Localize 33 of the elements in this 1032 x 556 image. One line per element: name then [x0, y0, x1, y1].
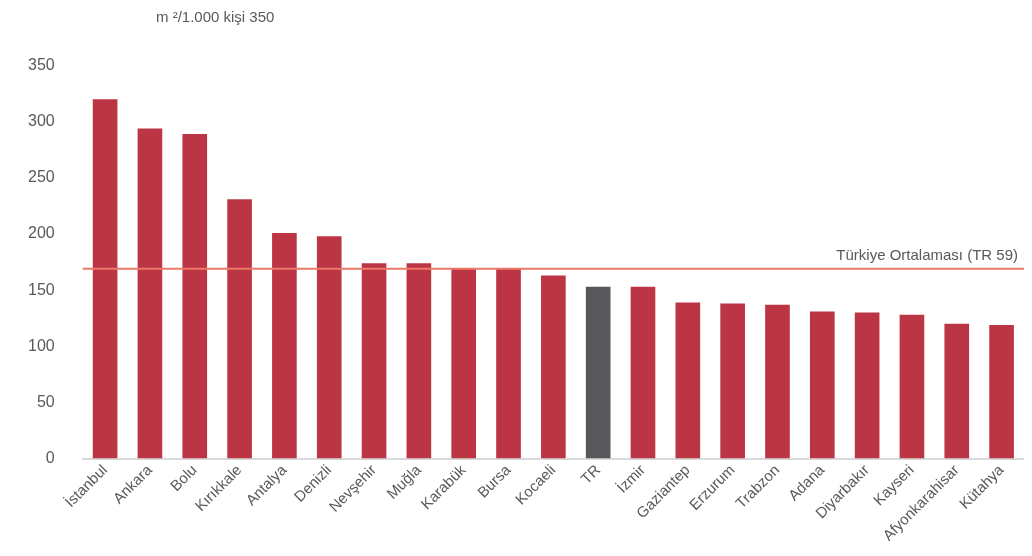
bar — [182, 134, 208, 459]
bar — [675, 302, 701, 459]
bar — [854, 312, 880, 459]
y-tick-label: 200 — [27, 224, 55, 242]
y-tick-label: 50 — [36, 392, 55, 410]
bar — [272, 232, 297, 459]
x-tick-label: Bolu — [166, 460, 200, 495]
bar — [899, 314, 925, 459]
bar — [989, 324, 1014, 459]
bar — [451, 268, 477, 459]
bar — [541, 275, 566, 459]
y-tick-label: 0 — [45, 448, 55, 466]
bar — [809, 311, 835, 459]
bar — [944, 323, 970, 459]
bar — [765, 304, 790, 459]
bar — [92, 99, 118, 459]
bar — [630, 286, 656, 459]
bar — [496, 268, 521, 459]
bar — [585, 286, 611, 459]
y-tick-label: 100 — [27, 336, 55, 354]
y-tick-label: 350 — [27, 56, 55, 74]
bar — [720, 303, 745, 459]
ref-line-label: Türkiye Ortalaması (TR 59) — [836, 246, 1018, 264]
y-tick-label: 250 — [27, 168, 55, 186]
bar — [361, 263, 387, 459]
bar — [227, 199, 252, 459]
y-tick-label: 300 — [27, 112, 55, 130]
y-tick-label: 150 — [27, 280, 55, 298]
bar — [316, 236, 342, 459]
y-axis-title: m ²/1.000 kişi 350 — [155, 8, 276, 27]
x-tick-label: TR — [577, 460, 604, 488]
bar — [137, 128, 163, 459]
bar — [406, 263, 432, 459]
